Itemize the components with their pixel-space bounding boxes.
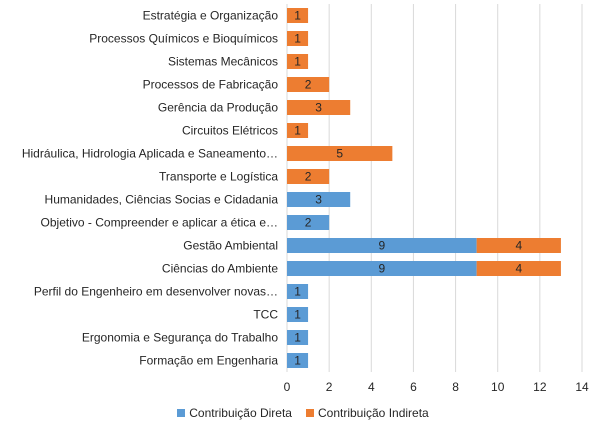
bar-s0-9 [287, 215, 330, 230]
bar-s0-15 [287, 353, 309, 368]
category-label-3: Processos de Fabricação [143, 78, 279, 92]
bar-s1-11 [476, 261, 561, 276]
bar-s1-5 [287, 123, 309, 138]
legend-label-direct: Contribuição Direta [189, 406, 292, 420]
bar-s1-10 [476, 238, 561, 253]
bar-s0-11 [287, 261, 477, 276]
category-label-1: Processos Químicos e Bioquímicos [89, 32, 278, 46]
legend-swatch-direct [177, 409, 186, 417]
legend-item-direct: Contribuição Direta [177, 406, 292, 420]
category-label-15: Formação em Engenharia [139, 354, 278, 368]
data-label-s0-11: 9 [378, 262, 385, 276]
x-tick-label-3: 6 [410, 380, 417, 394]
data-label-s1-3: 2 [305, 78, 312, 92]
bar-s1-2 [287, 54, 309, 69]
bar-s0-8 [287, 192, 351, 207]
x-tick-label-5: 10 [491, 380, 505, 394]
x-tick-label-0: 0 [284, 380, 291, 394]
x-tick-label-2: 4 [368, 380, 375, 394]
data-label-s1-6: 5 [336, 147, 343, 161]
category-label-6: Hidráulica, Hidrologia Aplicada e Saneam… [22, 147, 278, 161]
data-label-s0-12: 1 [294, 285, 301, 299]
category-label-2: Sistemas Mecânicos [168, 55, 278, 69]
data-label-s0-13: 1 [294, 308, 301, 322]
data-label-s1-4: 3 [315, 101, 322, 115]
data-label-s1-7: 2 [305, 170, 312, 184]
bar-s0-12 [287, 284, 309, 299]
x-tick-label-7: 14 [575, 380, 589, 394]
gridlines [286, 4, 583, 372]
bar-s0-14 [287, 330, 309, 345]
category-label-0: Estratégia e Organização [143, 9, 279, 23]
data-label-s0-14: 1 [294, 331, 301, 345]
data-label-s0-8: 3 [315, 193, 322, 207]
bar-s1-6 [287, 146, 393, 161]
data-label-s0-9: 2 [305, 216, 312, 230]
legend-item-indirect: Contribuição Indireta [305, 406, 429, 420]
data-label-s1-0: 1 [294, 9, 301, 23]
category-label-9: Objetivo - Compreender e aplicar a ética… [41, 216, 278, 230]
category-labels: Estratégia e Organização Processos Químic… [22, 9, 278, 368]
category-label-5: Circuitos Elétricos [182, 124, 278, 138]
bar-s0-13 [287, 307, 309, 322]
x-tick-label-4: 8 [452, 380, 459, 394]
data-label-s0-10: 9 [378, 239, 385, 253]
legend-label-indirect: Contribuição Indireta [317, 406, 429, 420]
category-label-12: Perfil do Engenheiro em desenvolver nova… [34, 285, 278, 299]
x-tick-label-1: 2 [326, 380, 333, 394]
category-label-7: Transporte e Logística [159, 170, 278, 184]
category-label-10: Gestão Ambiental [183, 239, 278, 253]
legend-swatch-indirect [305, 409, 314, 417]
x-tick-label-6: 12 [533, 380, 547, 394]
data-label-s1-10: 4 [515, 239, 522, 253]
data-label-s1-11: 4 [515, 262, 522, 276]
bar-s0-10 [287, 238, 477, 253]
data-label-s1-1: 1 [294, 32, 301, 46]
category-label-11: Ciências do Ambiente [162, 262, 278, 276]
category-label-4: Gerência da Produção [158, 101, 278, 115]
data-label-s0-15: 1 [294, 354, 301, 368]
bar-s1-1 [287, 31, 309, 46]
bar-s1-4 [287, 100, 351, 115]
legend: Contribuição Direta Contribuição Indiret… [0, 406, 606, 420]
x-axis-tick-labels: 0 2 4 6 8 10 12 14 [284, 380, 589, 394]
category-label-13: TCC [253, 308, 278, 322]
category-label-8: Humanidades, Ciências Socias e Cidadania [45, 193, 279, 207]
bar-s1-7 [287, 169, 330, 184]
category-label-14: Ergonomia e Segurança do Trabalho [82, 331, 278, 345]
bar-s1-0 [287, 8, 309, 23]
bar-s1-3 [287, 77, 330, 92]
data-label-s1-2: 1 [294, 55, 301, 69]
data-label-s1-5: 1 [294, 124, 301, 138]
